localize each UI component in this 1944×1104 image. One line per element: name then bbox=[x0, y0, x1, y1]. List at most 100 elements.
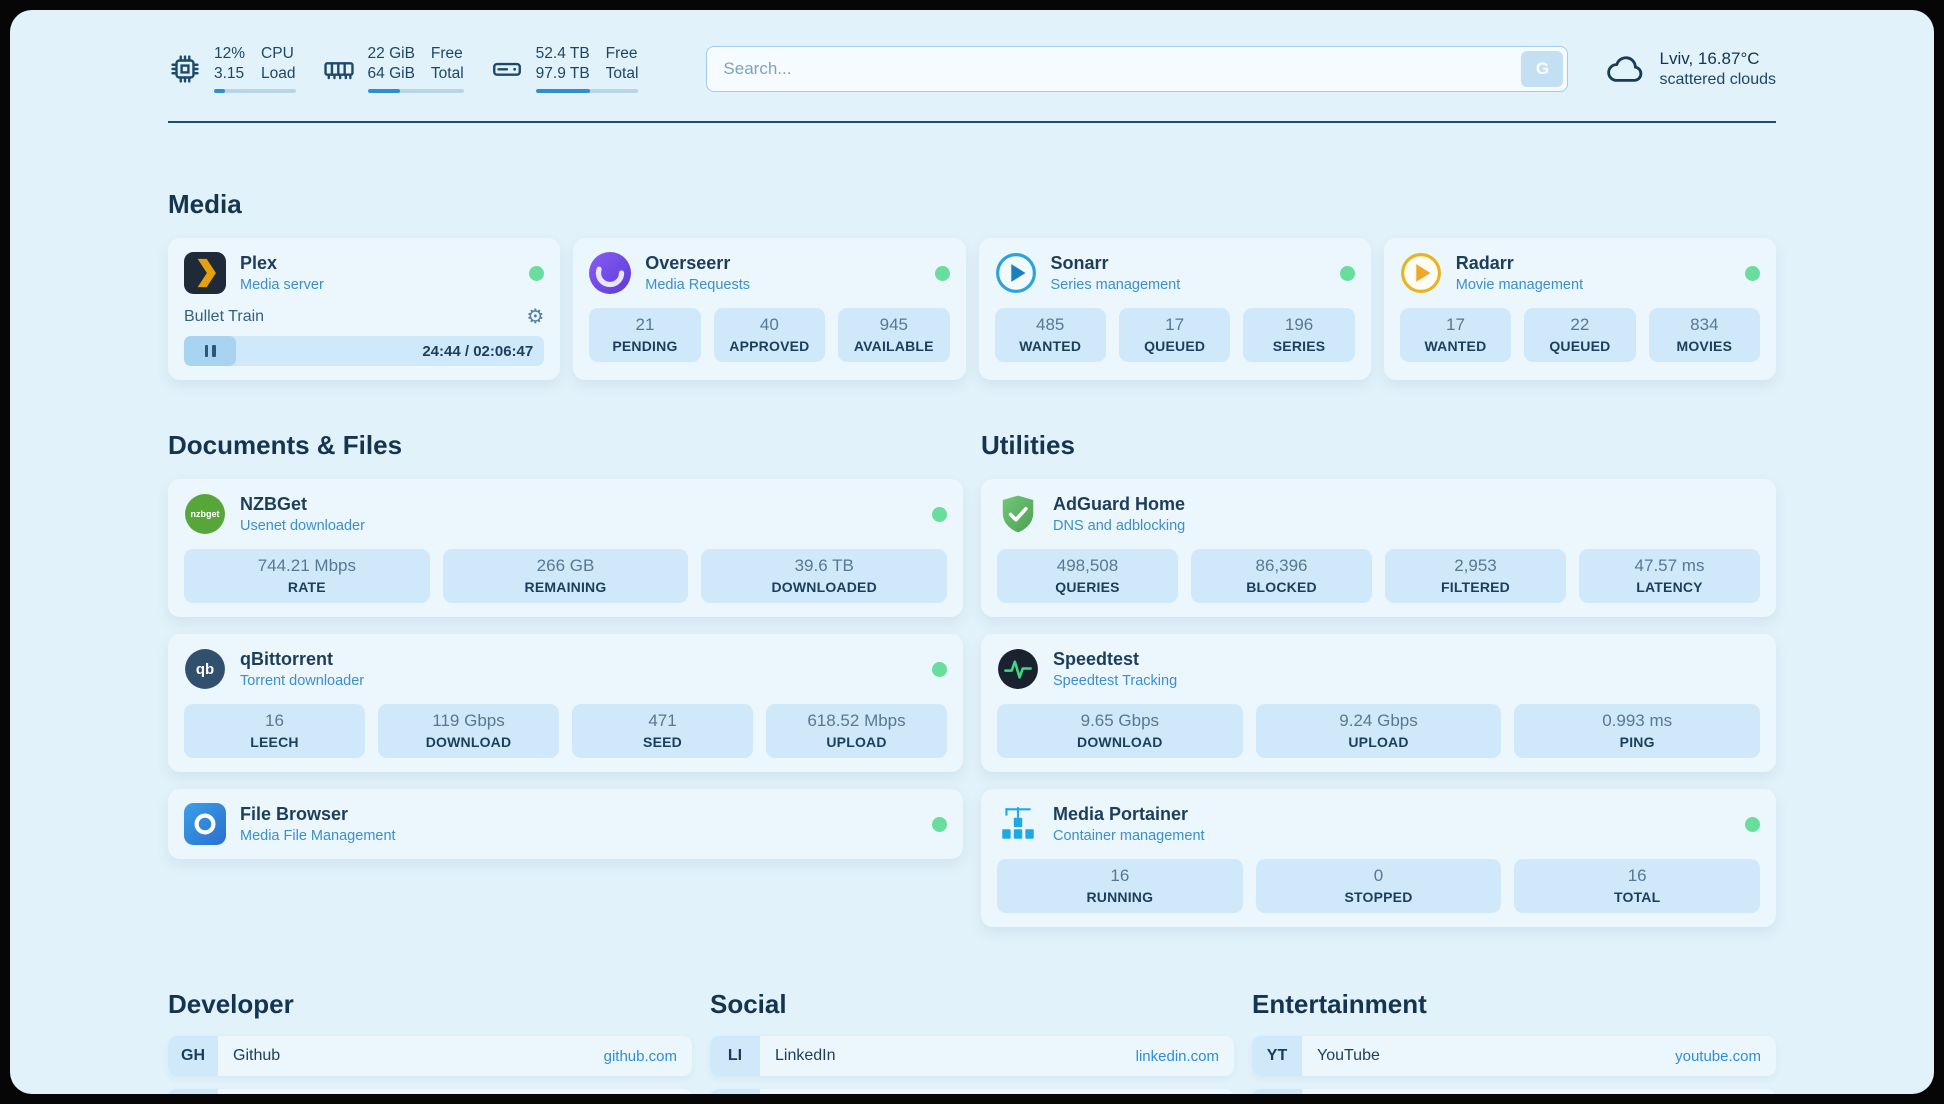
app-description: Speedtest Tracking bbox=[1053, 673, 1178, 690]
ram-total: 64 GiB bbox=[367, 65, 415, 83]
cpu-icon bbox=[171, 54, 199, 83]
search-input[interactable] bbox=[706, 45, 1569, 92]
stat-approved: 40 APPROVED bbox=[713, 308, 826, 363]
ram-icon bbox=[323, 61, 354, 79]
topbar: 12% CPU 3.15 Load 22 GiB Free bbox=[168, 44, 1776, 94]
pause-button[interactable] bbox=[184, 336, 236, 367]
disk-total: 97.9 TB bbox=[535, 65, 590, 83]
section-documents: Documents & Files nzbget NZBGet Usenet d… bbox=[168, 430, 963, 860]
app-description: Torrent downloader bbox=[240, 673, 365, 690]
app-name: qBittorrent bbox=[240, 649, 333, 670]
weather-location: Lviv, 16.87°C bbox=[1659, 48, 1760, 68]
app-card-overseerr[interactable]: Overseerr Media Requests 21 PENDING 40 A… bbox=[573, 238, 966, 381]
app-name: NZBGet bbox=[240, 494, 307, 515]
stat-total: 16 TOTAL bbox=[1514, 859, 1761, 914]
app-card-filebrowser[interactable]: File Browser Media File Management bbox=[168, 789, 963, 860]
stackoverflow-icon: SO bbox=[168, 1089, 218, 1094]
cpu-percent: 12% bbox=[214, 45, 246, 62]
ram-metric: 22 GiB Free 64 GiB Total bbox=[322, 44, 464, 94]
stat-seed: 471 SEED bbox=[572, 704, 753, 759]
app-card-qbittorrent[interactable]: qb qBittorrent Torrent downloader 16 LEE… bbox=[168, 634, 963, 773]
filebrowser-icon bbox=[184, 803, 226, 846]
playback-time: 24:44 / 02:06:47 bbox=[422, 342, 534, 360]
media-section-title: Media bbox=[168, 189, 242, 220]
app-name: Sonarr bbox=[1050, 253, 1109, 274]
linkedin-icon: LI bbox=[710, 1036, 760, 1077]
disk-label-2: Total bbox=[605, 65, 639, 83]
stat-remaining: 266 GB REMAINING bbox=[442, 549, 689, 604]
overseerr-icon bbox=[589, 252, 632, 295]
cpu-label-1: CPU bbox=[261, 45, 294, 62]
ram-free: 22 GiB bbox=[367, 45, 415, 62]
social-section-title: Social bbox=[710, 989, 787, 1020]
stat-pending: 21 PENDING bbox=[589, 308, 701, 363]
app-name: Media Portainer bbox=[1053, 804, 1189, 825]
stat-stopped: 0 STOPPED bbox=[1255, 859, 1502, 914]
bookmark-netflix[interactable]: NF Netflix netflix.com bbox=[1252, 1089, 1776, 1094]
weather-widget: Lviv, 16.87°C scattered clouds bbox=[1604, 48, 1776, 90]
app-name: Plex bbox=[240, 253, 278, 274]
stat-available: 945 AVAILABLE bbox=[838, 308, 950, 363]
stat-leech: 16 LEECH bbox=[184, 704, 365, 759]
disk-label-1: Free bbox=[605, 45, 638, 62]
app-description: Media server bbox=[240, 277, 324, 294]
status-dot bbox=[1745, 816, 1760, 832]
status-dot bbox=[529, 265, 545, 281]
app-card-speedtest[interactable]: Speedtest Speedtest Tracking 9.65 Gbps D… bbox=[981, 634, 1776, 773]
stat-wanted: 17 WANTED bbox=[1399, 308, 1512, 363]
stat-queued: 22 QUEUED bbox=[1524, 308, 1636, 363]
cpu-metric: 12% CPU 3.15 Load bbox=[168, 44, 296, 94]
app-card-nzbget[interactable]: nzbget NZBGet Usenet downloader 744.21 M… bbox=[168, 479, 963, 618]
bookmark-twitter[interactable]: TW Twitter twitter.com bbox=[710, 1089, 1234, 1094]
stat-upload: 618.52 Mbps UPLOAD bbox=[766, 704, 947, 759]
nzbget-icon: nzbget bbox=[184, 493, 226, 535]
section-media: Media Plex Media server bbox=[168, 189, 1776, 381]
app-card-radarr[interactable]: Radarr Movie management 17 WANTED 22 QUE… bbox=[1383, 238, 1776, 381]
bookmark-youtube[interactable]: YT YouTube youtube.com bbox=[1252, 1036, 1776, 1077]
app-card-sonarr[interactable]: Sonarr Series management 485 WANTED 17 Q… bbox=[978, 238, 1371, 381]
bookmark-group-developer: Developer GH Github github.com SO StackO… bbox=[168, 989, 692, 1094]
app-name: Speedtest bbox=[1053, 649, 1140, 670]
netflix-icon: NF bbox=[1252, 1089, 1302, 1094]
sonarr-icon bbox=[995, 252, 1037, 294]
status-dot bbox=[932, 506, 947, 522]
entertainment-section-title: Entertainment bbox=[1252, 989, 1427, 1020]
disk-bar bbox=[535, 89, 639, 94]
ram-bar bbox=[367, 89, 464, 94]
gear-icon[interactable]: ⚙ bbox=[526, 306, 545, 329]
app-card-plex[interactable]: Plex Media server Bullet Train ⚙ 24:44 /… bbox=[168, 238, 561, 381]
stat-latency: 47.57 ms LATENCY bbox=[1579, 549, 1760, 604]
dashboard-page: 12% CPU 3.15 Load 22 GiB Free bbox=[10, 10, 1934, 1094]
utilities-section-title: Utilities bbox=[981, 430, 1075, 461]
header-divider bbox=[168, 121, 1776, 124]
bookmark-github[interactable]: GH Github github.com bbox=[168, 1036, 692, 1077]
app-description: Usenet downloader bbox=[240, 518, 365, 535]
section-utilities: Utilities AdGuard Home bbox=[981, 430, 1776, 928]
cpu-label-2: Load bbox=[261, 65, 296, 83]
media-player-bar[interactable]: 24:44 / 02:06:47 bbox=[184, 336, 545, 367]
status-dot bbox=[934, 265, 950, 281]
app-card-portainer[interactable]: Media Portainer Container management 16 … bbox=[981, 789, 1776, 928]
search-engine-button[interactable]: G bbox=[1521, 50, 1564, 87]
plex-icon bbox=[184, 252, 226, 295]
stat-series: 196 SERIES bbox=[1243, 308, 1355, 363]
app-card-adguard[interactable]: AdGuard Home DNS and adblocking 498,508 … bbox=[981, 479, 1776, 618]
stat-blocked: 86,396 BLOCKED bbox=[1191, 549, 1372, 604]
stat-download: 119 Gbps DOWNLOAD bbox=[378, 704, 559, 759]
stat-filtered: 2,953 FILTERED bbox=[1385, 549, 1566, 604]
status-dot bbox=[1339, 265, 1355, 281]
bookmark-linkedin[interactable]: LI LinkedIn linkedin.com bbox=[710, 1036, 1234, 1077]
status-dot bbox=[1745, 265, 1760, 281]
stat-wanted: 485 WANTED bbox=[994, 308, 1106, 363]
disk-free: 52.4 TB bbox=[535, 45, 590, 62]
stat-downloaded: 39.6 TB DOWNLOADED bbox=[701, 549, 948, 604]
speedtest-icon bbox=[997, 648, 1039, 690]
youtube-icon: YT bbox=[1252, 1036, 1302, 1077]
now-playing-title: Bullet Train bbox=[184, 308, 265, 326]
stat-upload: 9.24 Gbps UPLOAD bbox=[1255, 704, 1502, 759]
bookmark-stackoverflow[interactable]: SO StackOverflow stackoverflow.com bbox=[168, 1089, 692, 1094]
app-description: DNS and adblocking bbox=[1053, 518, 1186, 535]
search-bar: G bbox=[706, 45, 1569, 92]
github-icon: GH bbox=[168, 1036, 218, 1077]
ram-label-1: Free bbox=[430, 45, 463, 62]
